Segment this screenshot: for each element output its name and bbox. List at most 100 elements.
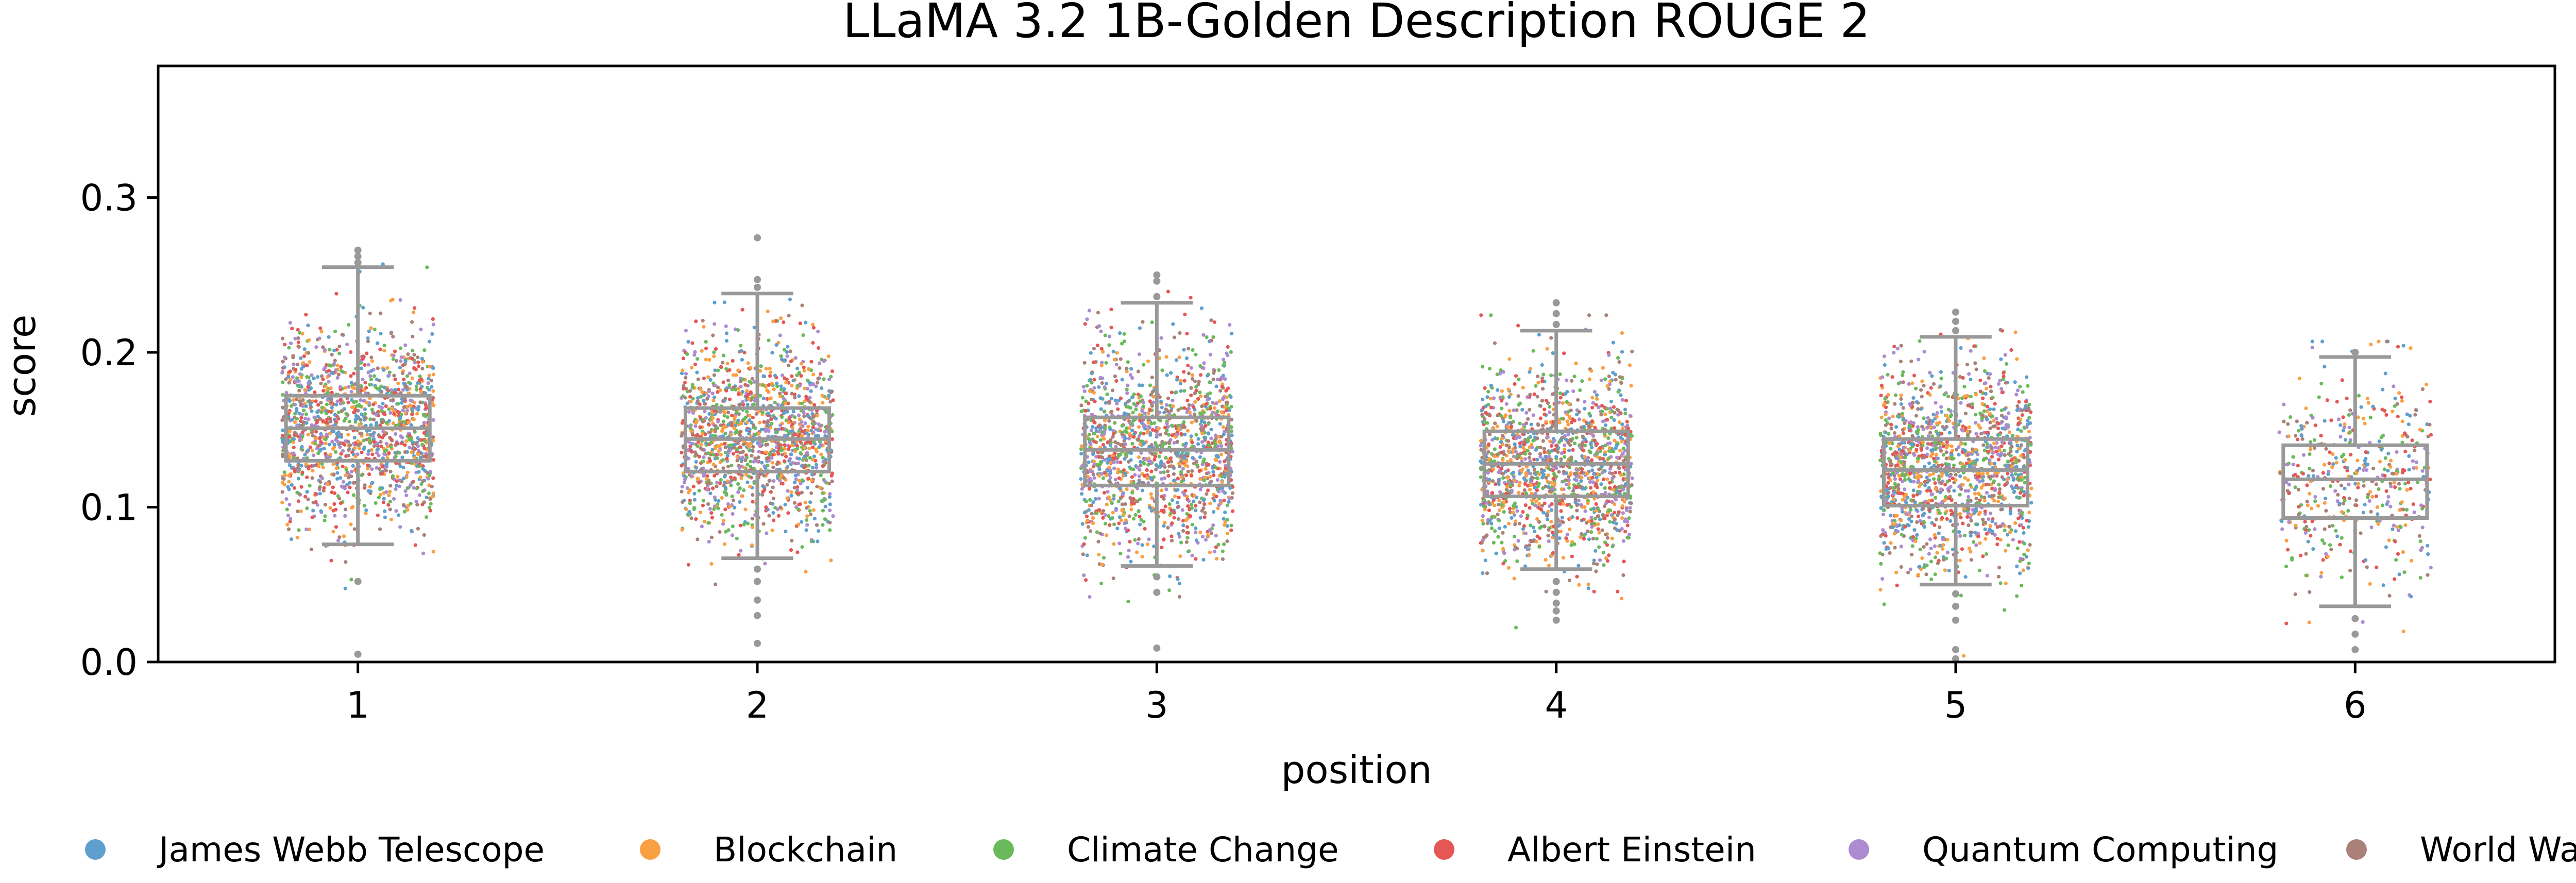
data-point <box>302 409 306 413</box>
data-point <box>1184 518 1189 522</box>
data-point <box>1091 500 1095 504</box>
data-point <box>780 373 784 378</box>
data-point <box>805 514 809 518</box>
data-point <box>787 447 791 451</box>
data-point <box>1179 389 1183 393</box>
data-point <box>1142 473 1146 478</box>
data-point <box>318 480 323 484</box>
data-point <box>324 437 328 441</box>
data-point <box>323 503 328 507</box>
data-point <box>793 481 797 485</box>
data-point <box>789 452 793 456</box>
data-point <box>400 441 404 446</box>
data-point <box>738 445 742 449</box>
data-point <box>431 317 435 321</box>
data-point <box>1577 564 1581 568</box>
data-point <box>750 543 754 547</box>
data-point <box>1087 309 1091 313</box>
data-point <box>1101 556 1106 560</box>
data-point <box>1111 511 1115 515</box>
data-point <box>1097 474 1101 478</box>
data-point <box>740 389 744 394</box>
data-point <box>750 517 754 521</box>
data-point <box>1117 366 1122 370</box>
data-point <box>335 363 340 367</box>
data-point <box>316 403 320 407</box>
data-point <box>1169 511 1173 516</box>
data-point <box>767 479 771 483</box>
data-point <box>1487 412 1491 416</box>
data-point <box>1620 597 1624 601</box>
data-point <box>682 481 686 485</box>
data-point <box>1493 503 1497 507</box>
data-point <box>331 530 335 534</box>
data-point <box>353 446 357 450</box>
data-point <box>385 387 389 392</box>
data-point <box>1225 539 1229 544</box>
data-point <box>1179 540 1183 545</box>
data-point <box>1160 405 1164 410</box>
data-point <box>704 358 708 362</box>
data-point <box>1495 424 1499 429</box>
data-point <box>357 416 361 420</box>
data-point <box>280 336 285 341</box>
data-point <box>745 428 749 432</box>
data-point <box>336 494 340 498</box>
data-point <box>1211 523 1215 528</box>
data-point <box>696 396 700 400</box>
data-point <box>393 387 397 392</box>
data-point <box>745 463 750 467</box>
data-point <box>1097 497 1101 501</box>
data-point <box>369 489 373 494</box>
data-point <box>769 426 773 430</box>
data-point <box>761 383 765 387</box>
data-point <box>696 444 700 448</box>
data-point <box>302 347 307 351</box>
data-point <box>326 390 330 395</box>
data-point <box>1080 522 1084 526</box>
data-point <box>309 405 313 409</box>
data-point <box>795 447 800 451</box>
data-point <box>1126 599 1130 604</box>
data-point <box>1591 401 1595 405</box>
data-point <box>1192 405 1196 410</box>
data-point <box>726 528 731 532</box>
data-point <box>381 419 385 423</box>
data-point <box>1185 429 1190 433</box>
data-point <box>791 430 795 434</box>
data-point <box>1163 426 1167 430</box>
data-point <box>376 447 380 451</box>
data-point <box>281 405 285 410</box>
data-point <box>1155 433 1159 437</box>
data-point <box>1576 398 1580 402</box>
data-point <box>380 465 384 469</box>
data-point <box>704 416 708 420</box>
data-point <box>718 530 722 534</box>
data-point <box>414 500 418 504</box>
data-point <box>1609 415 1614 419</box>
data-point <box>327 373 331 378</box>
data-point <box>386 503 391 507</box>
data-point <box>382 433 386 437</box>
data-point <box>1492 467 1496 471</box>
data-point <box>1138 460 1143 464</box>
data-point <box>730 413 734 418</box>
data-point <box>1110 516 1114 520</box>
data-point <box>1143 527 1147 531</box>
data-point <box>712 350 716 354</box>
data-point <box>388 489 392 494</box>
data-point <box>1164 487 1168 491</box>
data-point <box>715 480 719 485</box>
data-point <box>1483 386 1487 390</box>
data-point <box>379 311 383 315</box>
data-point <box>763 562 767 566</box>
data-point <box>333 329 337 333</box>
data-point <box>1107 419 1111 423</box>
data-point <box>808 500 812 504</box>
data-point <box>1187 403 1191 407</box>
data-point <box>1179 480 1183 484</box>
data-point <box>1166 460 1170 464</box>
data-point <box>338 434 342 439</box>
data-point <box>369 326 373 330</box>
data-point <box>786 511 790 515</box>
